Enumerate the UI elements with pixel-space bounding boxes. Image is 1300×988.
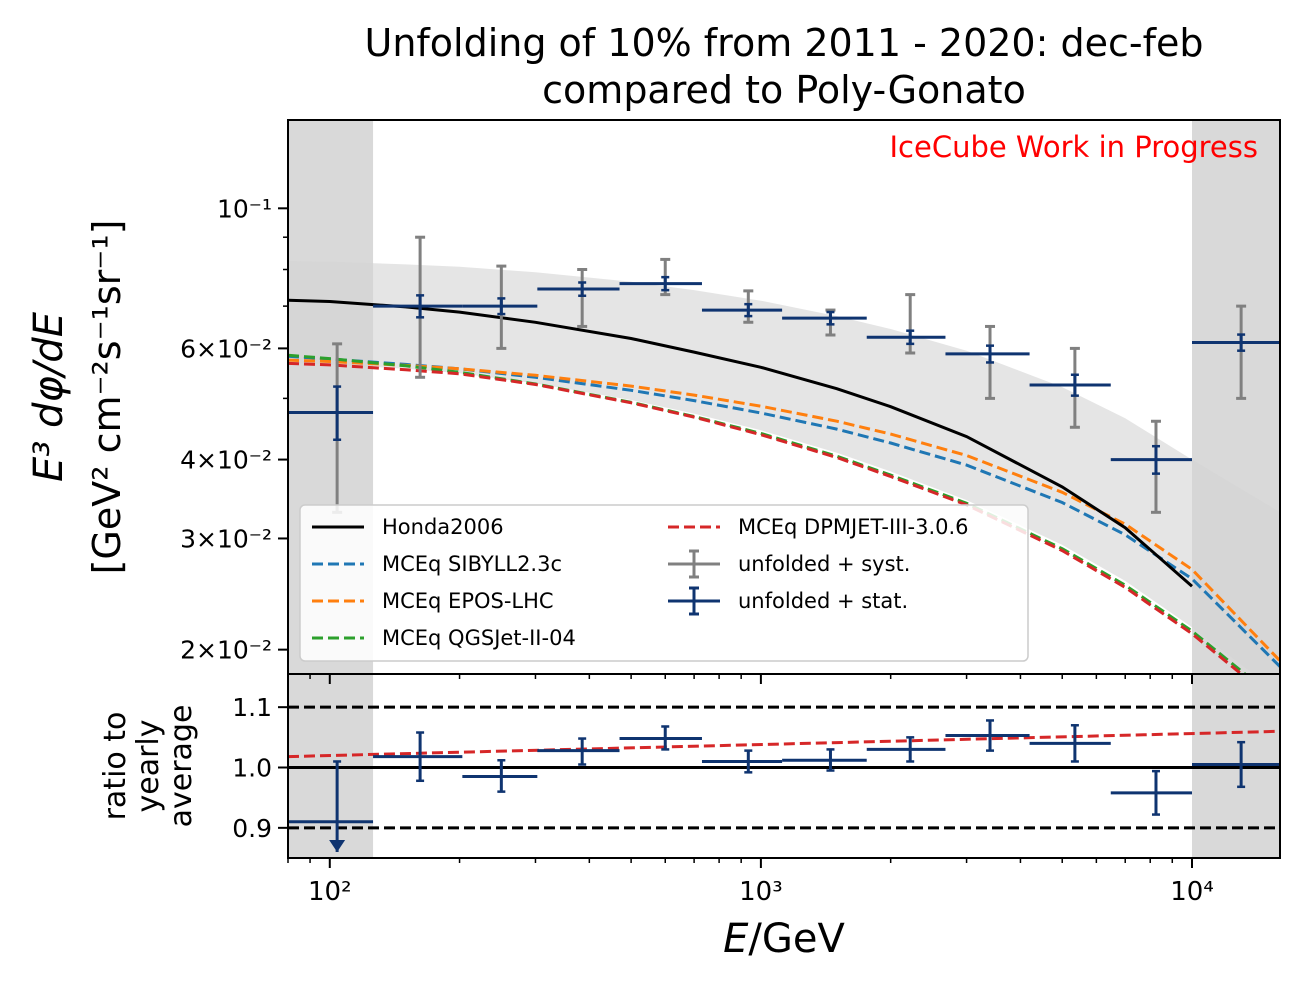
legend-label-qgsjet: MCEq QGSJet-II-04 xyxy=(382,626,576,650)
ratio-axes-frame xyxy=(287,673,1281,859)
y-tick-label-3: 3×10⁻² xyxy=(180,524,272,553)
ratio-points xyxy=(288,719,1280,852)
ratio-shaded-regions xyxy=(288,674,1280,858)
ratio-y-tick-label-0: 0.9 xyxy=(232,814,272,843)
axis-ticks: 10² 10³ 10⁴ 10⁻¹ 6×10⁻² 4×10⁻² 3×10⁻² 2×10⁻² 0.9… xyxy=(180,194,1214,907)
legend-label-syst: unfolded + syst. xyxy=(738,552,910,576)
ratio-model-curve xyxy=(288,729,1280,759)
legend-label-epos: MCEq EPOS-LHC xyxy=(382,589,554,613)
ratio-y-label-line2: yearly xyxy=(131,719,166,812)
x-tick-label-1: 10³ xyxy=(739,877,783,907)
x-tick-label-2: 10⁴ xyxy=(1170,877,1214,907)
series-line-mceq-dpmjet-iii-3-0-6 xyxy=(288,361,1244,674)
series-line-mceq-qgsjet-ii-04 xyxy=(288,353,1248,674)
ratio-lines xyxy=(288,705,1280,830)
y-tick-label-2: 4×10⁻² xyxy=(180,446,272,475)
chart-title-line2: compared to Poly-Gonato xyxy=(542,68,1026,112)
chart-title-line1: Unfolding of 10% from 2011 - 2020: dec-f… xyxy=(365,21,1204,65)
legend-label-dpmjet: MCEq DPMJET-III-3.0.6 xyxy=(738,515,969,539)
legend-box xyxy=(299,504,1029,662)
y-axis-label: E³ dφ/dE [GeV² cm⁻²s⁻¹sr⁻¹] xyxy=(26,220,129,575)
ratio-y-label-line3: average xyxy=(164,705,199,828)
legend-swatch-stat xyxy=(668,586,720,616)
legend: Honda2006 MCEq SIBYLL2.3c MCEq EPOS-LHC … xyxy=(299,504,1029,662)
model-band-area xyxy=(288,261,1280,674)
ratio-shaded-region-1 xyxy=(1192,674,1280,858)
legend-swatch-syst xyxy=(668,549,720,579)
x-tick-label-0: 10² xyxy=(308,877,352,907)
x-axis-label: E/GeV xyxy=(723,916,845,962)
legend-label-stat: unfolded + stat. xyxy=(738,589,908,613)
y-axis-label-line2: [GeV² cm⁻²s⁻¹sr⁻¹] xyxy=(85,220,129,575)
ratio-shaded-region-0 xyxy=(288,674,374,858)
y-tick-label-1: 6×10⁻² xyxy=(180,334,272,363)
unfolded-points xyxy=(288,235,1280,514)
ratio-y-tick-label-2: 1.1 xyxy=(232,693,272,722)
y-axis-label-line1: E³ dφ/dE xyxy=(26,311,72,482)
y-tick-label-0: 10⁻¹ xyxy=(217,194,272,223)
model-curves xyxy=(288,298,1280,674)
legend-label-sibyll: MCEq SIBYLL2.3c xyxy=(382,552,562,576)
ratio-y-axis-label: ratio to yearly average xyxy=(98,705,199,828)
series-line-honda2006 xyxy=(288,298,1193,588)
ratio-y-label-line1: ratio to xyxy=(98,712,133,821)
y-tick-label-4: 2×10⁻² xyxy=(180,636,272,665)
ratio-y-tick-label-1: 1.0 xyxy=(232,754,272,783)
model-uncertainty-band xyxy=(288,261,1280,674)
ratio-arrow-0 xyxy=(329,839,346,852)
icecube-annotation: IceCube Work in Progress xyxy=(889,130,1258,164)
legend-label-honda: Honda2006 xyxy=(382,515,504,539)
